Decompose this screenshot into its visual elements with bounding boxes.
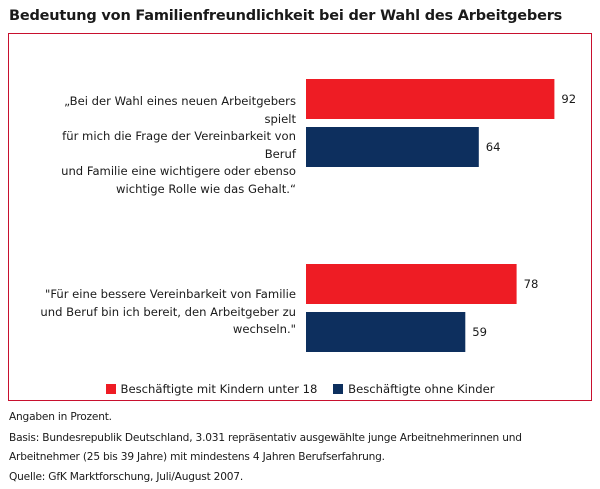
legend-label: Beschäftigte mit Kindern unter 18 <box>120 382 318 396</box>
category-label-2: "Für eine bessere Vereinbarkeit von Fami… <box>30 286 296 339</box>
bar-with-children-1 <box>306 79 555 119</box>
chart-title: Bedeutung von Familienfreundlichkeit bei… <box>9 8 563 24</box>
bar-value-label: 78 <box>524 277 539 291</box>
bar-without-children-2 <box>306 312 466 352</box>
category-label-2-line: "Für eine bessere Vereinbarkeit von Fami… <box>44 287 296 301</box>
bar-value-label: 64 <box>486 140 501 154</box>
legend-item-with-children: Beschäftigte mit Kindern unter 18 <box>105 382 318 396</box>
bar-value-label: 59 <box>472 325 487 339</box>
footnote-basis: Basis: Bundesrepublik Deutschland, 3.031… <box>9 432 522 444</box>
chart-frame <box>8 33 592 401</box>
footnote-basis-cont: Arbeitnehmer (25 bis 39 Jahre) mit minde… <box>9 451 385 463</box>
category-label-1-line: „Bei der Wahl eines neuen Arbeitgebers s… <box>64 94 296 126</box>
bar-value-label: 92 <box>561 92 576 106</box>
category-label-2-line: und Beruf bin ich bereit, den Arbeitgebe… <box>40 304 296 319</box>
category-label-2-line: wechseln." <box>232 322 296 337</box>
legend-swatch-red <box>105 384 116 394</box>
category-label-1-line: und Familie eine wichtigere oder ebenso <box>61 164 296 179</box>
category-label-1: „Bei der Wahl eines neuen Arbeitgebers s… <box>30 93 296 199</box>
footnote-source: Quelle: GfK Marktforschung, Juli/August … <box>9 471 244 483</box>
chart-legend: Beschäftigte mit Kindern unter 18 Beschä… <box>0 382 600 397</box>
category-label-1-line: wichtige Rolle wie das Gehalt.“ <box>116 181 296 196</box>
legend-swatch-navy <box>333 384 344 394</box>
legend-label: Beschäftigte ohne Kinder <box>348 382 495 396</box>
legend-item-without-children: Beschäftigte ohne Kinder <box>333 382 494 396</box>
category-label-1-line: für mich die Frage der Vereinbarkeit von… <box>62 129 296 161</box>
bar-without-children-1 <box>306 127 479 167</box>
footnote-unit: Angaben in Prozent. <box>9 411 112 423</box>
bar-with-children-2 <box>306 264 517 304</box>
